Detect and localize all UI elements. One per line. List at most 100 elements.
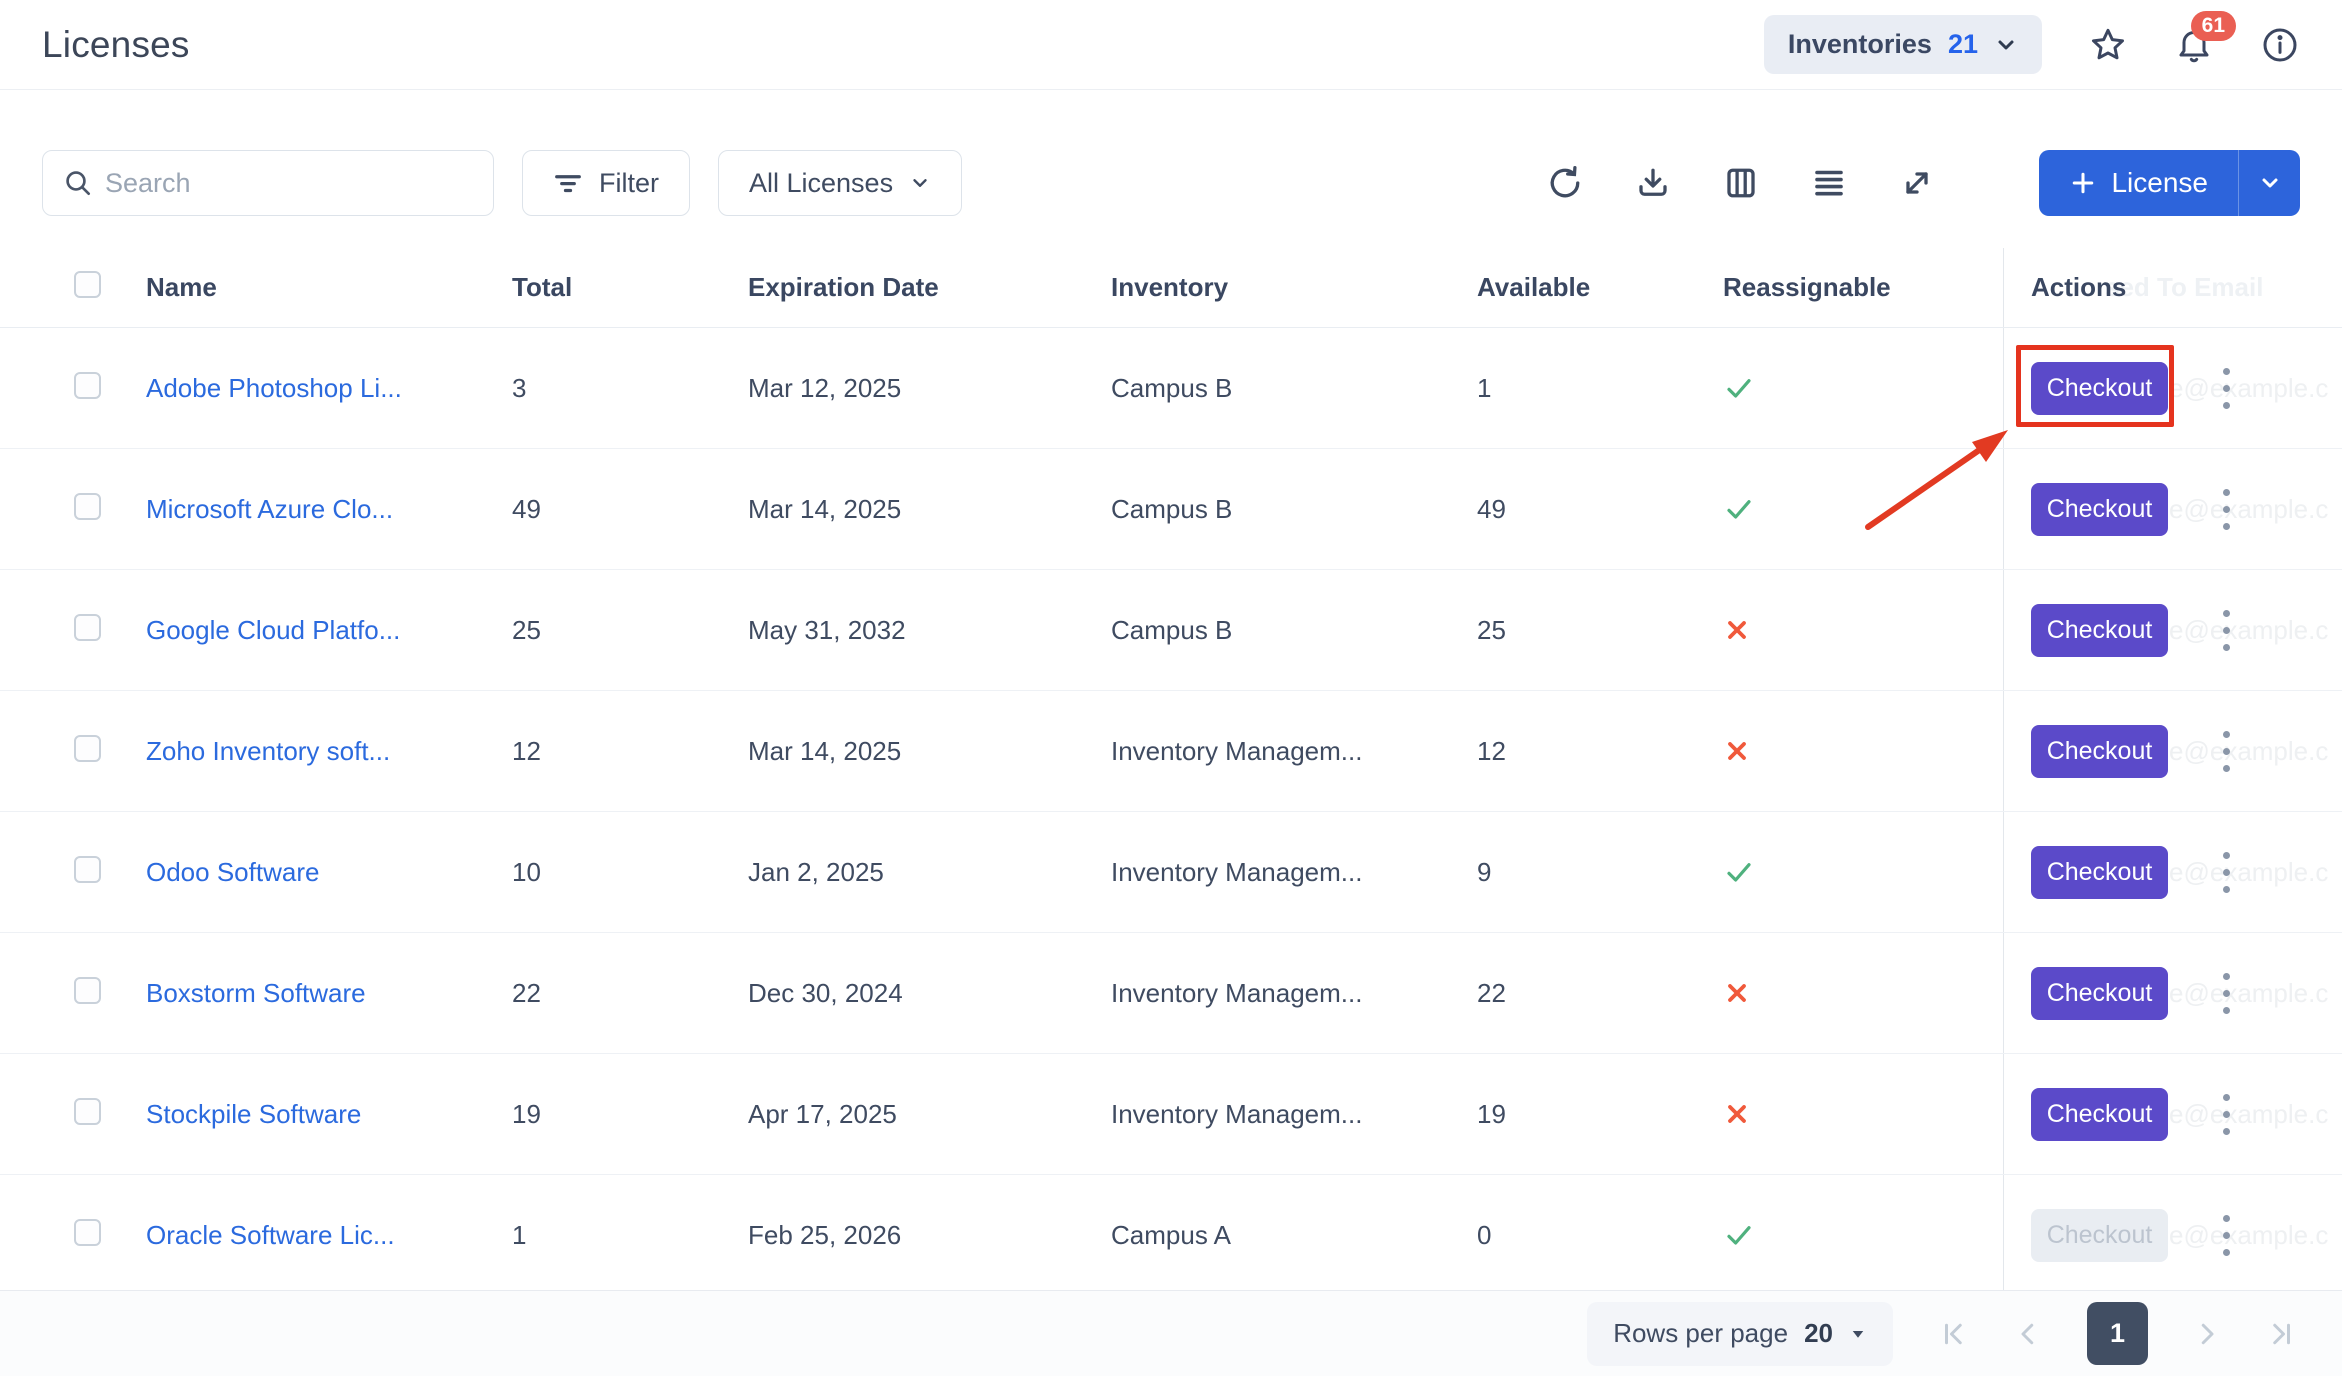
hidden-column-ghost-text: sed To Email <box>2105 272 2263 303</box>
rows-per-page-dropdown[interactable]: Rows per page 20 <box>1587 1302 1893 1366</box>
total-cell: 12 <box>512 736 748 767</box>
table-header-row: Name Total Expiration Date Inventory Ava… <box>0 248 2342 328</box>
total-cell: 3 <box>512 373 748 404</box>
last-page-button[interactable] <box>2266 1319 2296 1349</box>
expiration-cell: May 31, 2032 <box>748 615 1111 646</box>
first-page-button[interactable] <box>1939 1319 1969 1349</box>
inventory-cell: Inventory Managem... <box>1111 978 1477 1009</box>
expiration-cell: Mar 12, 2025 <box>748 373 1111 404</box>
column-header-name[interactable]: Name <box>146 272 512 303</box>
favorite-star-icon[interactable] <box>2088 25 2128 65</box>
inventories-label: Inventories <box>1788 29 1932 60</box>
ghost-email-text: e@example.c <box>2169 615 2328 646</box>
kebab-menu-icon[interactable] <box>2223 489 2230 530</box>
table-row: Google Cloud Platfo... 25 May 31, 2032 C… <box>0 570 2342 691</box>
plus-icon <box>2069 169 2097 197</box>
license-view-filter-dropdown[interactable]: All Licenses <box>718 150 962 216</box>
add-license-button[interactable]: License <box>2039 150 2238 216</box>
chevron-down-icon <box>1994 33 2018 57</box>
check-icon <box>1723 856 2003 888</box>
info-icon[interactable] <box>2260 25 2300 65</box>
row-checkbox[interactable] <box>74 856 101 883</box>
filter-button[interactable]: Filter <box>522 150 690 216</box>
ghost-email-text: e@example.c <box>2169 1220 2328 1251</box>
check-icon <box>1723 493 2003 525</box>
view-filter-value: All Licenses <box>749 168 893 199</box>
add-license-caret-button[interactable] <box>2238 150 2300 216</box>
license-name-link[interactable]: Stockpile Software <box>146 1099 361 1129</box>
filter-icon <box>553 168 583 198</box>
check-icon <box>1723 372 2003 404</box>
checkout-button[interactable]: Checkout <box>2031 362 2168 415</box>
next-page-button[interactable] <box>2192 1319 2222 1349</box>
expiration-cell: Jan 2, 2025 <box>748 857 1111 888</box>
kebab-menu-icon[interactable] <box>2223 731 2230 772</box>
page-title: Licenses <box>42 24 190 66</box>
checkout-button[interactable]: Checkout <box>2031 604 2168 657</box>
license-name-link[interactable]: Boxstorm Software <box>146 978 366 1008</box>
column-header-inventory[interactable]: Inventory <box>1111 272 1477 303</box>
add-license-split-button: License <box>2039 150 2300 216</box>
column-header-reassignable[interactable]: Reassignable <box>1723 272 2003 303</box>
license-name-link[interactable]: Google Cloud Platfo... <box>146 615 400 645</box>
kebab-menu-icon[interactable] <box>2223 610 2230 651</box>
previous-page-button[interactable] <box>2013 1319 2043 1349</box>
license-name-link[interactable]: Oracle Software Lic... <box>146 1220 395 1250</box>
checkout-button[interactable]: Checkout <box>2031 1088 2168 1141</box>
row-checkbox[interactable] <box>74 614 101 641</box>
kebab-menu-icon[interactable] <box>2223 1215 2230 1256</box>
expiration-cell: Mar 14, 2025 <box>748 494 1111 525</box>
checkout-button[interactable]: Checkout <box>2031 846 2168 899</box>
kebab-menu-icon[interactable] <box>2223 852 2230 893</box>
search-input[interactable] <box>42 150 494 216</box>
expiration-cell: Dec 30, 2024 <box>748 978 1111 1009</box>
kebab-menu-icon[interactable] <box>2223 368 2230 409</box>
inventory-cell: Inventory Managem... <box>1111 1099 1477 1130</box>
cross-icon <box>1723 1100 2003 1128</box>
available-cell: 0 <box>1477 1220 1723 1251</box>
inventories-count: 21 <box>1948 29 1978 60</box>
available-cell: 1 <box>1477 373 1723 404</box>
download-icon[interactable] <box>1635 165 1671 201</box>
license-name-link[interactable]: Microsoft Azure Clo... <box>146 494 393 524</box>
columns-icon[interactable] <box>1723 165 1759 201</box>
inventories-dropdown[interactable]: Inventories 21 <box>1764 15 2042 74</box>
row-checkbox[interactable] <box>74 1219 101 1246</box>
row-density-icon[interactable] <box>1811 165 1847 201</box>
cross-icon <box>1723 616 2003 644</box>
caret-down-icon <box>1849 1325 1867 1343</box>
kebab-menu-icon[interactable] <box>2223 1094 2230 1135</box>
license-name-link[interactable]: Zoho Inventory soft... <box>146 736 390 766</box>
license-name-link[interactable]: Adobe Photoshop Li... <box>146 373 402 403</box>
select-all-checkbox[interactable] <box>74 271 101 298</box>
total-cell: 49 <box>512 494 748 525</box>
filter-label: Filter <box>599 168 659 199</box>
column-header-expiration-date[interactable]: Expiration Date <box>748 272 1111 303</box>
checkout-button[interactable]: Checkout <box>2031 967 2168 1020</box>
table-row: Oracle Software Lic... 1 Feb 25, 2026 Ca… <box>0 1175 2342 1296</box>
row-checkbox[interactable] <box>74 977 101 1004</box>
expand-icon[interactable] <box>1899 165 1935 201</box>
notifications-bell-icon[interactable]: 61 <box>2174 25 2214 65</box>
row-checkbox[interactable] <box>74 493 101 520</box>
refresh-icon[interactable] <box>1547 165 1583 201</box>
pagination-controls: 1 <box>1939 1302 2296 1365</box>
kebab-menu-icon[interactable] <box>2223 973 2230 1014</box>
row-checkbox[interactable] <box>74 735 101 762</box>
total-cell: 22 <box>512 978 748 1009</box>
current-page-button[interactable]: 1 <box>2087 1302 2148 1365</box>
total-cell: 19 <box>512 1099 748 1130</box>
expiration-cell: Feb 25, 2026 <box>748 1220 1111 1251</box>
checkout-button[interactable]: Checkout <box>2031 483 2168 536</box>
row-checkbox[interactable] <box>74 372 101 399</box>
rows-per-page-value: 20 <box>1804 1318 1833 1349</box>
table-row: Zoho Inventory soft... 12 Mar 14, 2025 I… <box>0 691 2342 812</box>
inventory-cell: Campus B <box>1111 373 1477 404</box>
column-header-available[interactable]: Available <box>1477 272 1723 303</box>
row-checkbox[interactable] <box>74 1098 101 1125</box>
license-name-link[interactable]: Odoo Software <box>146 857 319 887</box>
available-cell: 25 <box>1477 615 1723 646</box>
notification-count-badge: 61 <box>2191 11 2236 41</box>
checkout-button[interactable]: Checkout <box>2031 725 2168 778</box>
column-header-total[interactable]: Total <box>512 272 748 303</box>
